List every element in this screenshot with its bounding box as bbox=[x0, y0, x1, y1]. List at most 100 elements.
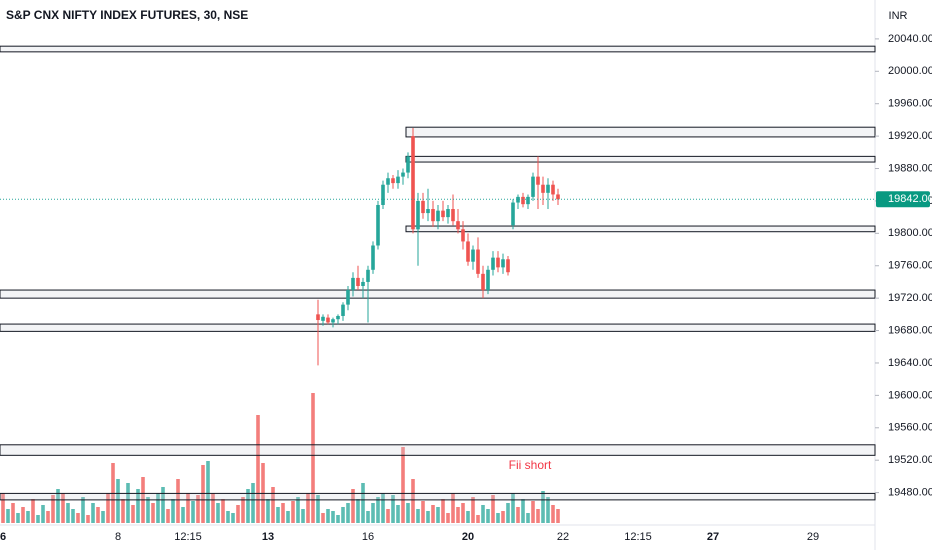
volume-bar bbox=[16, 513, 20, 523]
candle-body bbox=[316, 314, 320, 321]
candle-body bbox=[431, 209, 435, 222]
candle-body bbox=[496, 257, 500, 268]
volume-bar bbox=[106, 493, 110, 523]
volume-bar bbox=[386, 509, 390, 523]
volume-bar bbox=[356, 499, 360, 523]
volume-bar bbox=[351, 489, 355, 523]
candle-body bbox=[356, 277, 360, 286]
candle-body bbox=[471, 249, 475, 262]
x-tick-label: 6 bbox=[0, 531, 6, 543]
volume-bar bbox=[146, 497, 150, 523]
volume-bar bbox=[26, 511, 30, 523]
volume-bar bbox=[181, 507, 185, 523]
volume-bar bbox=[541, 491, 545, 523]
candle-body bbox=[381, 184, 385, 205]
candle-body bbox=[331, 319, 335, 323]
volume-bar bbox=[241, 497, 245, 523]
volume-bar bbox=[166, 509, 170, 523]
volume-bar bbox=[416, 509, 420, 523]
volume-bar bbox=[71, 509, 75, 523]
y-tick-label: 19680.00 bbox=[888, 324, 932, 336]
volume-bar bbox=[286, 511, 290, 523]
volume-bar bbox=[426, 511, 430, 523]
volume-bar bbox=[6, 509, 10, 523]
volume-bar bbox=[316, 495, 320, 523]
x-tick-label: 20 bbox=[462, 531, 474, 543]
volume-bar bbox=[521, 499, 525, 523]
candle-body bbox=[336, 315, 340, 320]
level-zone bbox=[0, 444, 876, 456]
volume-bar bbox=[481, 505, 485, 523]
volume-bar bbox=[206, 461, 210, 523]
volume-bar bbox=[231, 513, 235, 523]
candle-body bbox=[476, 249, 480, 274]
candle-body bbox=[546, 184, 550, 193]
candle-body bbox=[386, 178, 390, 185]
candle-body bbox=[371, 245, 375, 270]
volume-bar bbox=[171, 499, 175, 523]
volume-bar bbox=[46, 511, 50, 523]
volume-bar bbox=[151, 503, 155, 523]
volume-bar bbox=[411, 479, 415, 523]
volume-bar bbox=[81, 497, 85, 523]
candle-body bbox=[396, 176, 400, 184]
candle-body bbox=[551, 184, 555, 195]
level-zone bbox=[405, 155, 876, 163]
volume-bar bbox=[366, 511, 370, 523]
candle-body bbox=[411, 136, 415, 230]
candle-body bbox=[451, 209, 455, 222]
volume-bar bbox=[211, 493, 215, 523]
volume-bar bbox=[36, 515, 40, 523]
volume-bar bbox=[51, 495, 55, 523]
volume-bar bbox=[11, 503, 15, 523]
last-price-label: 19842.00 bbox=[888, 193, 932, 205]
volume-bar bbox=[346, 503, 350, 523]
volume-bar bbox=[271, 487, 275, 523]
candle-body bbox=[461, 229, 465, 242]
level-zone bbox=[405, 225, 876, 233]
candle-body bbox=[446, 209, 450, 218]
volume-bar bbox=[536, 509, 540, 523]
candle-body bbox=[516, 196, 520, 203]
volume-bar bbox=[246, 489, 250, 523]
volume-bar bbox=[101, 511, 105, 523]
currency-label: INR bbox=[889, 10, 908, 22]
volume-bar bbox=[321, 513, 325, 523]
volume-bar bbox=[251, 483, 255, 523]
y-tick-label: 19520.00 bbox=[888, 454, 932, 466]
candle-body bbox=[376, 204, 380, 246]
volume-bar bbox=[201, 465, 205, 523]
volume-bar bbox=[266, 499, 270, 523]
volume-bar bbox=[91, 503, 95, 523]
volume-bar bbox=[376, 497, 380, 523]
volume-bar bbox=[121, 499, 125, 523]
x-tick-label: 13 bbox=[262, 531, 274, 543]
candle-body bbox=[421, 200, 425, 214]
y-tick-label: 19920.00 bbox=[888, 130, 932, 142]
candle-body bbox=[506, 259, 510, 273]
candle-body bbox=[486, 269, 490, 291]
volume-bar bbox=[451, 493, 455, 523]
volume-bar bbox=[446, 513, 450, 523]
candle-body bbox=[366, 269, 370, 282]
volume-bar bbox=[56, 489, 60, 523]
volume-bar bbox=[551, 505, 555, 523]
candle-body bbox=[346, 290, 350, 305]
volume-bar bbox=[31, 499, 35, 523]
volume-bar bbox=[371, 503, 375, 523]
volume-bar bbox=[156, 493, 160, 523]
level-zone bbox=[0, 45, 876, 53]
volume-bar bbox=[396, 505, 400, 523]
volume-bar bbox=[186, 493, 190, 523]
candle-body bbox=[481, 273, 485, 291]
volume-bar bbox=[511, 493, 515, 523]
volume-bar bbox=[476, 515, 480, 523]
volume-bar bbox=[501, 511, 505, 523]
volume-bar bbox=[131, 505, 135, 523]
volume-bar bbox=[441, 499, 445, 523]
volume-bar bbox=[391, 495, 395, 523]
annotation: Fii short bbox=[509, 458, 552, 472]
volume-bar bbox=[336, 515, 340, 523]
level-zone bbox=[0, 323, 876, 332]
